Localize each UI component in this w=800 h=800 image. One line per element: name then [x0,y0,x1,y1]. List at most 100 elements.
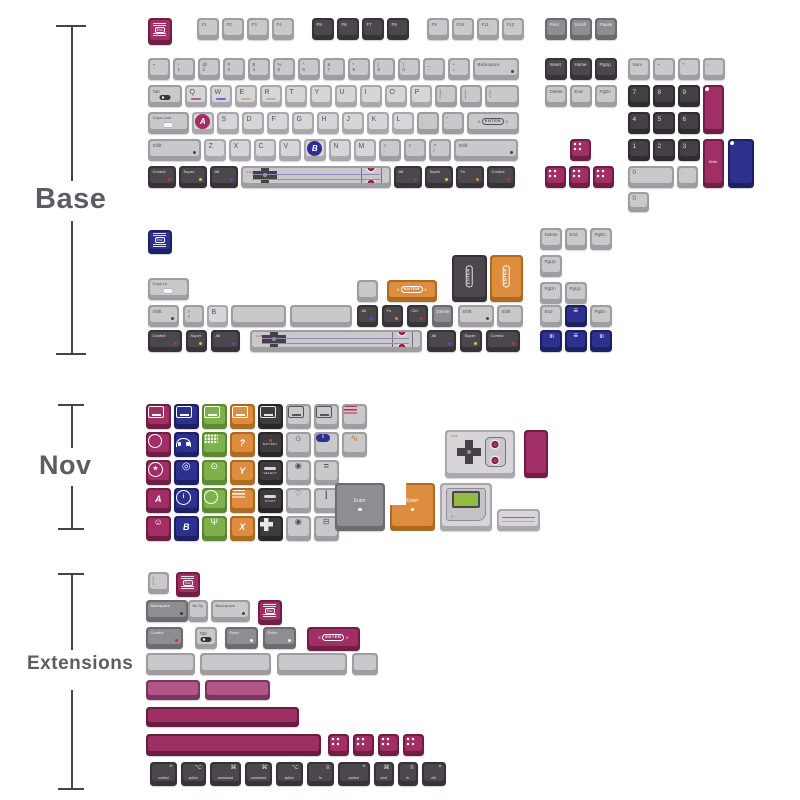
smiley-icon: ☺ [153,517,163,527]
key-legend: C [258,142,264,150]
controller-label: 123 [256,333,263,338]
key-q: Q [185,85,207,107]
modifier-label: command [250,775,266,780]
key-legend: N [333,142,339,150]
esc-key: Esc [176,572,200,597]
tv-novelty-key [146,404,171,429]
key-f10: F10 [452,18,474,40]
dice-icon [330,735,340,746]
key-9: 9 [678,85,700,107]
spacebar: 123 [250,330,422,352]
key-num: Num [628,58,650,80]
bracket-line [71,573,73,650]
a-button-novelty-key: A [146,488,171,513]
key-2: 2 [653,139,675,161]
key-home: Home [570,58,592,80]
b-button-novelty-key: B [174,516,199,541]
blank-key [277,653,347,675]
key-alt: Alt [211,330,240,352]
mac-command-key: ⌘ command [245,762,272,786]
dot-icon [705,86,709,91]
key-d: D [242,112,264,134]
tv-icon [232,405,248,418]
mac-control-key: ^ control [338,762,370,786]
indicator-dot [179,612,183,615]
headphones-novelty-key [174,432,199,457]
controller-label: 123 [247,169,254,174]
key: } ] [460,85,482,107]
numpad-plus-key [703,85,724,134]
modifier-label: control [157,775,169,780]
dice-arrow-key [328,734,349,756]
iso-hash-key [357,280,378,302]
key-legend: Enter [353,498,366,505]
bracket-line [71,221,73,353]
tv-icon [148,405,164,418]
key-legend: Super [464,332,476,338]
homing-mark [215,97,226,100]
console-logo-novelty-key [342,404,367,429]
key-legend: Delete [436,308,450,314]
indicator-dot [167,178,171,181]
iso-angle-key: > < [183,305,204,327]
key-legend: } ] [464,88,467,99]
key-7: & 7 [323,58,345,80]
mac-command-key: ⌘ command [210,762,241,786]
target-novelty-key: ◎ [174,460,199,485]
pink-spacebar [146,680,200,700]
power-novelty-key: ⊙ [202,460,227,485]
key-legend: F4 [276,21,282,27]
select-novelty-key: SELECT [258,460,283,485]
indicator-dot [394,317,398,320]
key: - [703,58,725,80]
start-novelty-key: START [258,488,283,513]
key-insert: Insert [545,58,567,80]
key-7: 7 [628,85,650,107]
key-legend: : ; [421,115,423,126]
key-legend: % 5 [277,61,282,72]
ringstar-icon: ★ [148,461,163,477]
key-legend: Delete [544,231,558,237]
key-legend: Print [549,21,559,27]
circle-novelty-key [146,432,171,457]
key-f7: F7 [362,18,384,40]
key-legend: 5 [657,115,662,123]
key-legend: ? / [433,142,437,153]
modifier-glyph-icon: ^ [169,765,173,771]
key-fn: Fn [382,305,403,327]
key-legend: X [233,142,239,150]
key-legend: 1 [632,142,637,150]
dpad-novelty-key [258,516,283,541]
dice-icon [547,167,557,178]
key-9: ( 9 [373,58,395,80]
key: " ' [442,112,464,134]
modifier-label: option [284,775,295,780]
star-novelty-key: ★ [146,460,171,485]
indicator-dot [509,151,513,154]
info-pill-novelty-key: i [314,432,339,457]
key-alt: Alt [357,305,378,327]
heart-icon: ♡ [294,489,302,498]
key-legend: START [264,498,276,503]
key-end: End [565,228,587,250]
modifier-label: fn [406,775,410,780]
key-e: E [235,85,257,107]
ring-novelty-key [202,488,227,513]
numpad-enter-key: Enter [703,139,724,188]
key-legend: Backspace [215,602,236,608]
record-novelty-key: ◉ [286,516,311,541]
key-pgdn: PgDn [540,282,562,304]
key-legend: Backspace [477,61,500,67]
key-legend: Esc [154,26,165,33]
key-legend: 0 [632,195,636,202]
sun-icon: ☼ [293,433,303,444]
left-shift-key: Shift [148,139,201,161]
key-shift: Shift [458,305,494,327]
key-fn: Fn [456,166,484,188]
key-f12: F12 [502,18,524,40]
key-legend: 4 [632,115,637,123]
blank-key [200,653,271,675]
key-legend: * [682,61,685,67]
ring-icon [204,489,218,504]
dpad-icon [457,440,481,465]
